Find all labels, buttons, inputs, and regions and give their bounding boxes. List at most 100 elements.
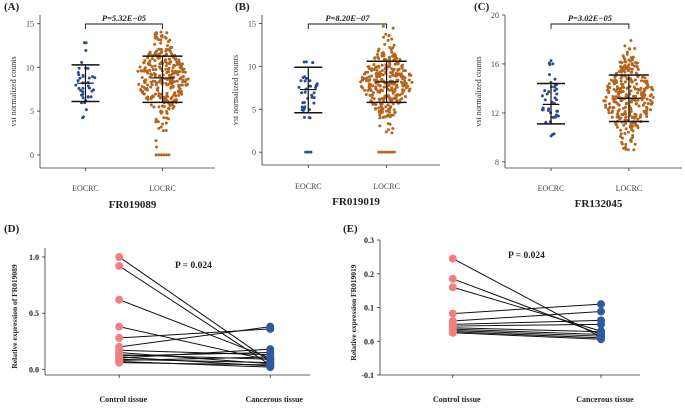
data-point [90, 89, 94, 93]
data-point [628, 67, 632, 71]
control-point [448, 309, 457, 318]
data-point [650, 101, 654, 105]
data-point [170, 69, 174, 73]
pair-line [119, 348, 271, 359]
data-point [149, 103, 153, 107]
data-point [636, 98, 640, 102]
data-point [607, 91, 611, 95]
data-point [175, 79, 179, 83]
data-point [153, 42, 157, 46]
data-point [158, 78, 162, 82]
data-point [164, 58, 168, 62]
data-point [386, 38, 390, 42]
y-tick-label: 0.1 [364, 304, 374, 313]
y-axis-label: Relative expression FR019019 [349, 264, 358, 360]
data-point [180, 62, 184, 66]
data-point [633, 47, 637, 51]
data-point [76, 79, 80, 83]
control-point [115, 261, 124, 270]
data-point [638, 115, 642, 119]
data-point [627, 47, 631, 51]
data-point [177, 83, 181, 87]
data-point [639, 79, 643, 83]
data-point [611, 97, 615, 101]
data-point [165, 91, 169, 95]
data-point [150, 83, 154, 87]
data-point [618, 117, 622, 121]
data-point [388, 75, 392, 79]
data-point [143, 81, 147, 85]
data-point [396, 68, 400, 72]
y-tick-label: 8 [495, 158, 499, 167]
data-point [615, 85, 619, 89]
data-point [157, 52, 161, 56]
data-point [623, 58, 627, 62]
data-point [390, 37, 394, 41]
data-point [378, 84, 382, 88]
x-tick-label: EOCRC [295, 182, 322, 191]
data-point [624, 147, 628, 151]
data-point [604, 95, 608, 99]
data-point [380, 69, 384, 73]
data-point [641, 75, 645, 79]
data-point [147, 63, 151, 67]
data-point [153, 80, 157, 84]
pair-line [119, 362, 271, 366]
control-point [448, 254, 457, 263]
data-point [300, 91, 304, 95]
data-point [172, 105, 176, 109]
data-point [368, 82, 372, 86]
data-point [610, 110, 614, 114]
cancer-point [597, 307, 605, 316]
data-point [165, 70, 169, 74]
data-point [153, 72, 157, 76]
data-point [84, 41, 88, 45]
x-tick-label: Cancerous tissue [246, 395, 304, 404]
data-point [621, 65, 625, 69]
data-point [164, 67, 168, 71]
data-point [376, 55, 380, 59]
y-tick-label: 16 [491, 60, 499, 69]
data-point [77, 73, 81, 77]
cancer-point [266, 345, 275, 354]
data-point [390, 86, 394, 90]
pair-line [119, 352, 271, 357]
data-point-zero [157, 153, 161, 157]
data-point [365, 76, 369, 80]
data-point [629, 38, 633, 42]
data-point [81, 90, 85, 94]
cancer-point [597, 335, 605, 344]
data-point [386, 65, 390, 69]
data-point [396, 62, 400, 66]
data-point [547, 73, 551, 77]
y-tick-label: 10 [248, 62, 256, 71]
data-point [378, 116, 382, 120]
data-point [168, 79, 172, 83]
data-point [399, 80, 403, 84]
data-point [149, 85, 153, 89]
data-point [641, 103, 645, 107]
data-point [624, 65, 628, 69]
pair-line [119, 361, 271, 368]
data-point [361, 86, 365, 90]
data-point-zero [162, 153, 166, 157]
data-point [629, 137, 633, 141]
data-point [78, 76, 82, 80]
data-point [547, 107, 551, 111]
data-point [629, 139, 633, 143]
cancer-point [266, 322, 275, 331]
data-point [369, 99, 373, 103]
data-point [624, 121, 628, 125]
data-point [407, 89, 411, 93]
data-point [167, 66, 171, 70]
cancer-point [266, 353, 275, 362]
data-point [137, 82, 141, 86]
data-point [395, 85, 399, 89]
panel-e: (E) -0.1 0.0 0.1 0.2 0.3 Control tissue Cancero… [343, 223, 640, 404]
data-point [159, 38, 163, 42]
data-point [626, 148, 630, 152]
data-point [368, 93, 372, 97]
cancer-point [266, 360, 275, 369]
data-point [608, 86, 612, 90]
pair-line [118, 256, 271, 362]
